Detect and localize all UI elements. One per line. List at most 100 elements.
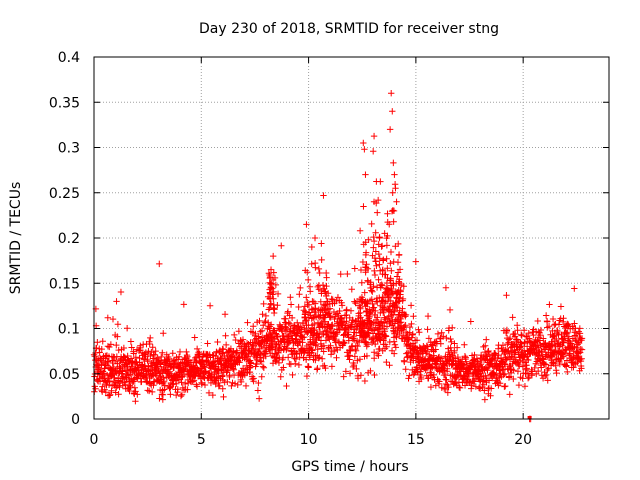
data-point xyxy=(362,263,369,271)
data-point xyxy=(272,358,280,365)
data-point xyxy=(576,330,584,337)
data-point xyxy=(260,300,267,308)
data-point xyxy=(316,269,323,277)
data-point xyxy=(144,358,151,365)
data-point xyxy=(266,290,274,297)
data-point xyxy=(371,271,379,279)
data-point xyxy=(370,304,378,311)
data-point xyxy=(510,367,517,374)
data-point xyxy=(298,326,305,333)
data-point xyxy=(370,355,378,362)
data-point xyxy=(239,336,247,343)
data-point xyxy=(370,283,377,290)
data-point xyxy=(105,358,112,365)
data-point xyxy=(201,381,209,389)
data-point xyxy=(320,301,328,308)
data-point xyxy=(234,381,241,389)
data-point xyxy=(383,234,390,242)
data-point xyxy=(305,309,313,316)
data-point xyxy=(413,363,421,371)
data-point xyxy=(329,296,336,303)
data-point xyxy=(462,358,470,365)
data-point xyxy=(380,325,388,333)
data-point xyxy=(390,218,397,225)
data-point xyxy=(314,365,321,372)
data-point xyxy=(191,334,198,341)
data-point-zero-marker xyxy=(527,416,532,419)
data-point xyxy=(114,333,121,340)
data-point xyxy=(259,363,267,370)
data-point xyxy=(520,327,528,334)
data-point xyxy=(389,108,396,115)
data-point xyxy=(467,318,474,325)
data-point xyxy=(371,371,378,379)
data-point xyxy=(109,315,117,323)
data-point xyxy=(332,339,339,346)
data-point xyxy=(254,387,262,394)
data-point xyxy=(403,350,410,357)
data-point xyxy=(172,391,180,399)
data-point xyxy=(379,298,387,305)
data-point xyxy=(125,372,132,379)
y-tick-label: 0.15 xyxy=(49,276,80,292)
data-point xyxy=(361,299,368,307)
data-point xyxy=(315,265,323,273)
data-point xyxy=(327,314,334,321)
data-point xyxy=(428,370,435,378)
data-point xyxy=(371,267,378,275)
data-point xyxy=(383,284,391,292)
data-point xyxy=(181,380,189,388)
data-point xyxy=(258,373,265,380)
data-point xyxy=(306,354,314,361)
data-point xyxy=(131,384,139,391)
data-point xyxy=(444,365,451,373)
y-tick-label: 0.3 xyxy=(58,141,80,157)
data-point xyxy=(367,367,374,375)
data-point xyxy=(384,265,391,272)
data-point xyxy=(237,378,245,386)
data-point xyxy=(366,297,374,304)
data-point xyxy=(379,322,386,330)
data-point xyxy=(354,375,362,382)
data-point xyxy=(523,365,530,372)
data-point xyxy=(447,344,454,351)
data-point xyxy=(180,371,188,379)
data-point xyxy=(293,350,300,358)
data-point xyxy=(538,364,545,371)
data-point xyxy=(536,337,544,344)
data-point xyxy=(390,306,398,314)
data-point xyxy=(106,391,114,398)
data-point xyxy=(264,293,272,301)
y-tick-label: 0.05 xyxy=(49,367,80,383)
data-point xyxy=(309,334,317,341)
data-point xyxy=(211,368,218,376)
data-point xyxy=(161,382,169,389)
data-point xyxy=(294,319,301,326)
data-point xyxy=(209,391,217,399)
data-point xyxy=(127,383,134,391)
data-point xyxy=(222,341,230,349)
data-point xyxy=(285,319,292,327)
data-point xyxy=(362,251,370,259)
data-point xyxy=(312,308,319,316)
data-point xyxy=(559,342,566,350)
x-tick-label: 0 xyxy=(90,432,99,448)
data-point xyxy=(258,358,265,365)
data-point xyxy=(359,317,366,325)
data-point xyxy=(407,302,415,309)
data-point xyxy=(375,250,383,258)
data-point xyxy=(392,288,399,295)
data-point xyxy=(434,358,441,365)
data-point xyxy=(563,330,570,337)
data-point xyxy=(374,298,381,306)
data-point xyxy=(219,385,226,393)
data-point xyxy=(284,308,292,315)
data-point xyxy=(368,220,375,228)
data-point xyxy=(461,352,469,360)
data-point xyxy=(126,387,133,395)
data-point xyxy=(231,331,238,339)
data-point xyxy=(98,345,105,353)
data-point xyxy=(160,378,168,385)
data-point xyxy=(386,126,394,133)
data-point xyxy=(485,377,493,384)
